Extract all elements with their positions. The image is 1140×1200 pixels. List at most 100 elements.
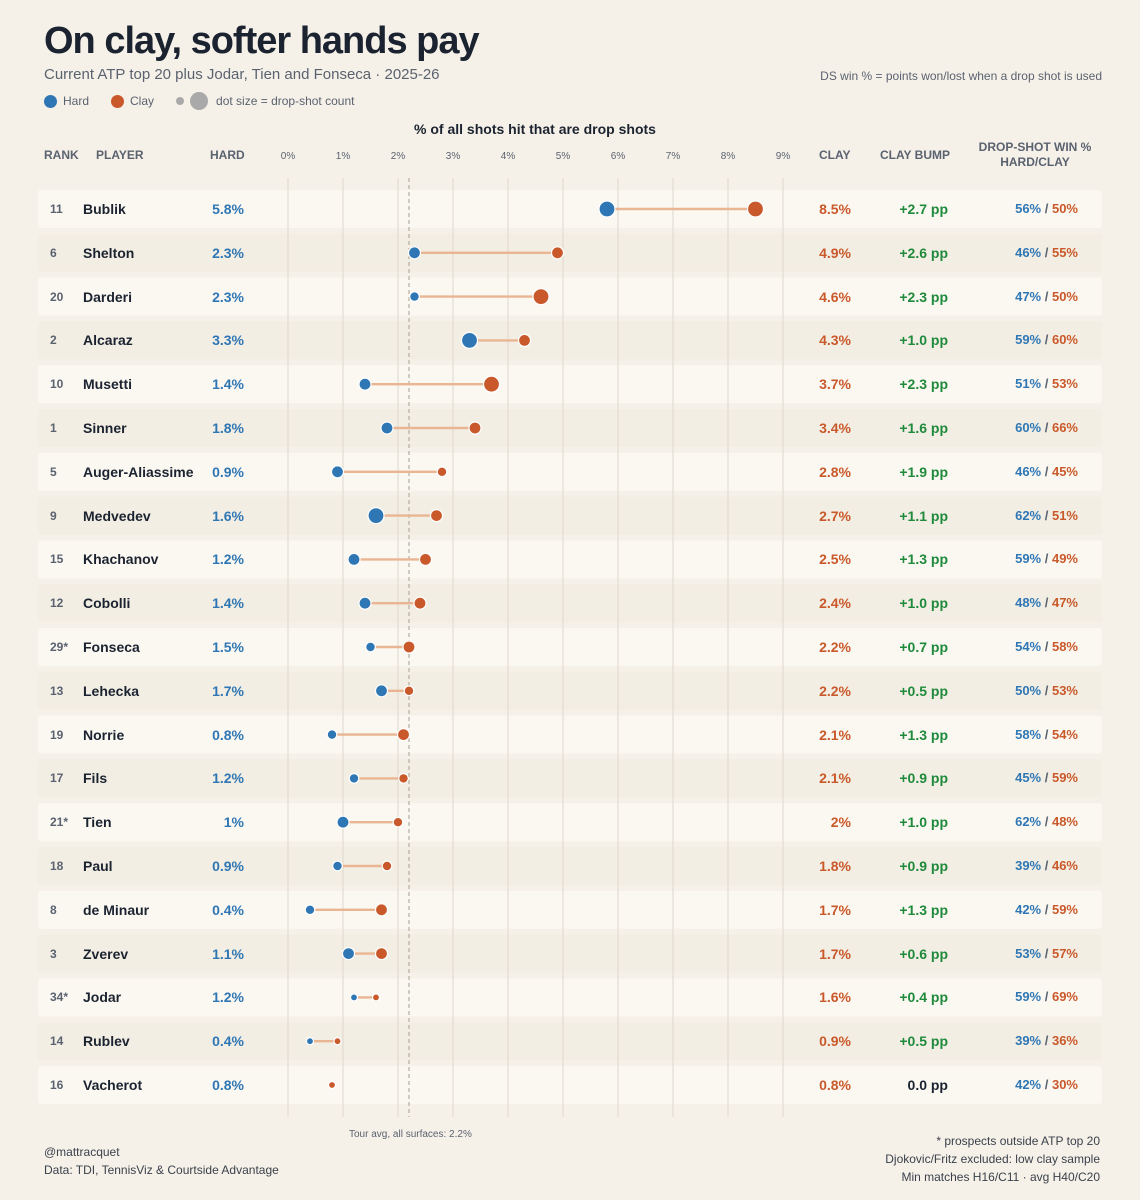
ds-win-clay: 66% [1051, 420, 1078, 435]
x-tick-label: 8% [721, 151, 736, 162]
ds-win-cell: 53% / 57% [958, 944, 1078, 964]
ds-win-cell: 62% / 48% [958, 812, 1078, 832]
player-name: Medvedev [83, 507, 151, 524]
clay-bump-value: +1.9 pp [899, 463, 948, 480]
hard-dot [358, 596, 372, 610]
hard-dot [460, 331, 479, 349]
clay-dot [436, 466, 448, 478]
clay-value: 1.7% [819, 945, 851, 962]
ds-win-clay: 50% [1051, 201, 1078, 216]
ds-win-hard: 62% [1015, 814, 1042, 830]
hard-value: 5.8% [212, 201, 244, 217]
player-name: Lehecka [83, 682, 140, 699]
row-background [38, 540, 1102, 579]
hard-dot [380, 421, 394, 435]
hard-value: 0.8% [212, 1077, 244, 1093]
ds-win-separator: / [1041, 639, 1052, 654]
rank-cell: 16 [50, 1078, 64, 1092]
player-name: Vacherot [83, 1077, 143, 1093]
row-background [38, 628, 1102, 666]
x-tick-label: 0% [281, 151, 296, 162]
hard-value: 2.3% [212, 244, 244, 261]
player-name: Fils [83, 770, 108, 787]
ds-win-hard: 53% [1015, 945, 1042, 961]
row-background [38, 365, 1102, 404]
clay-dot [402, 640, 416, 654]
player-name: Tien [83, 814, 112, 831]
x-tick-label: 9% [776, 151, 791, 162]
ds-win-separator: / [1041, 201, 1052, 216]
x-tick-label: 6% [611, 151, 626, 162]
hard-value: 1.1% [212, 945, 244, 962]
hard-dot [332, 860, 343, 872]
ds-win-clay: 47% [1051, 595, 1078, 611]
hard-dot [374, 684, 389, 698]
rank-cell: 5 [50, 464, 57, 479]
ds-win-clay: 49% [1051, 551, 1078, 567]
ds-win-cell: 59% / 49% [958, 549, 1078, 569]
rank-cell: 2 [50, 333, 57, 348]
hard-value: 1.6% [212, 507, 244, 524]
ds-win-clay: 58% [1051, 639, 1078, 654]
hard-value: 1.4% [212, 376, 244, 393]
row-background [38, 321, 1102, 360]
footer-note-excluded: Djokovic/Fritz excluded: low clay sample [885, 1152, 1100, 1166]
ds-win-separator: / [1041, 463, 1052, 479]
hard-dot [349, 993, 359, 1002]
ds-win-cell: 39% / 46% [958, 856, 1078, 876]
legend-size: dot size = drop-shot count [176, 92, 354, 110]
ds-win-hard: 59% [1015, 332, 1042, 348]
ds-win-separator: / [1041, 376, 1052, 392]
hard-dot [330, 465, 345, 479]
ds-win-hard: 59% [1015, 989, 1042, 1005]
ds-win-separator: / [1041, 682, 1052, 698]
clay-value: 2.2% [819, 682, 851, 699]
hard-dot [326, 729, 338, 740]
row-background [38, 847, 1102, 885]
ds-win-separator: / [1041, 1033, 1052, 1049]
player-name: Sinner [83, 420, 127, 436]
hard-value: 0.4% [212, 1033, 244, 1050]
ds-win-cell: 58% / 54% [958, 725, 1078, 745]
clay-dot [398, 773, 409, 784]
footer-right: * prospects outside ATP top 20 Djokovic/… [885, 1132, 1100, 1186]
player-name: Khachanov [83, 551, 159, 568]
player-name: Zverev [83, 945, 129, 962]
legend-hard: Hard [44, 94, 89, 108]
rank-cell: 3 [50, 946, 57, 961]
player-name: Darderi [83, 288, 133, 305]
clay-value: 2.4% [819, 595, 851, 612]
ds-win-clay: 54% [1051, 726, 1078, 742]
clay-value: 2.5% [819, 551, 851, 568]
row-background [38, 1066, 1102, 1104]
legend-size-large-dot [190, 92, 209, 110]
ds-win-cell: 46% / 55% [958, 243, 1078, 263]
hard-value: 1.2% [212, 989, 244, 1006]
row-background [38, 190, 1102, 228]
ds-win-hard: 60% [1015, 420, 1042, 435]
x-tick-label: 7% [666, 151, 681, 162]
x-tick-label: 3% [446, 151, 461, 162]
legend-hard-label: Hard [63, 94, 90, 108]
clay-bump-value: +1.3 pp [899, 551, 948, 568]
rank-cell: 9 [50, 508, 57, 523]
ds-win-hard: 39% [1015, 1033, 1042, 1049]
rank-cell: 19 [50, 727, 64, 742]
ds-win-separator: / [1041, 770, 1052, 786]
hard-value: 1.5% [212, 639, 244, 655]
player-name: Musetti [83, 376, 132, 393]
header-player: PLAYER [96, 148, 144, 162]
ds-win-hard: 54% [1015, 639, 1042, 654]
player-name: Fonseca [83, 639, 140, 655]
ds-win-clay: 36% [1051, 1033, 1078, 1049]
ds-win-clay: 48% [1051, 814, 1078, 830]
row-background [38, 759, 1102, 798]
ds-win-separator: / [1041, 332, 1052, 348]
rank-cell: 11 [50, 202, 63, 216]
rank-cell: 34* [50, 990, 69, 1005]
tour-avg-label: Tour avg, all surfaces: 2.2% [349, 1129, 472, 1140]
hard-value: 1.7% [212, 682, 244, 699]
clay-bump-value: +1.6 pp [899, 420, 948, 436]
clay-dot [413, 596, 427, 610]
